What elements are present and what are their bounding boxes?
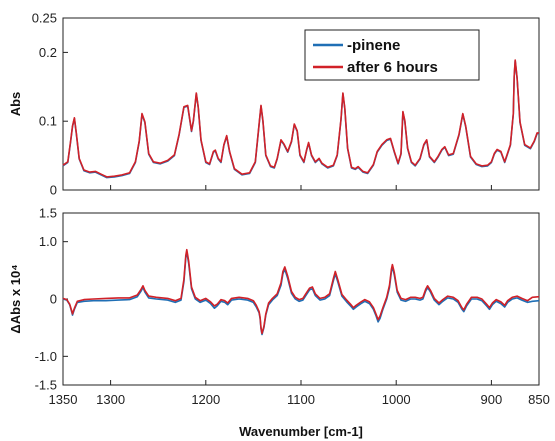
bottom-y-tick-label: 0 [50, 292, 57, 307]
bottom-y-tick-label: 1.0 [39, 234, 57, 249]
x-tick-label: 1350 [49, 392, 78, 407]
bottom-y-tick-label: -1.0 [35, 349, 57, 364]
bottom-y-tick-label: 1.5 [39, 206, 57, 221]
bottom-x-ticks: 1350 1300 1200 1100 1000 900 850 [49, 380, 550, 407]
bottom-y-tick-label: -1.5 [35, 378, 57, 393]
top-series-line-after-6-hours [62, 59, 539, 178]
bottom-series-line-after-6-hours [62, 248, 540, 335]
bottom-series-line-pinene [62, 251, 540, 336]
x-tick-label: 900 [481, 392, 503, 407]
x-tick-label: 1300 [96, 392, 125, 407]
top-y-tick-label: 0.25 [32, 11, 57, 26]
top-x-ticks [62, 185, 540, 190]
top-series-lines [62, 59, 539, 179]
top-y-tick-label: 0 [50, 183, 57, 198]
x-tick-label: 1100 [287, 392, 315, 407]
top-y-tick-label: 0.2 [39, 45, 57, 60]
bottom-y-axis-title: ΔAbs x 10⁴ [8, 264, 23, 333]
top-panel: 0 0.1 0.2 0.25 Abs -pinene after 6 hours [8, 11, 540, 198]
x-tick-label: 1200 [191, 392, 220, 407]
bottom-panel: -1.5 -1.0 0 1.0 1.5 1350 1300 1200 1100 1000 900 8… [8, 206, 550, 440]
bottom-series-lines [62, 248, 540, 336]
legend: -pinene after 6 hours [304, 29, 480, 81]
top-y-ticks: 0 0.1 0.2 0.25 [32, 11, 68, 198]
x-axis-title: Wavenumber [cm-1] [239, 424, 363, 439]
legend-box [304, 29, 480, 81]
top-y-tick-label: 0.1 [39, 114, 57, 129]
top-y-axis-title: Abs [8, 92, 23, 117]
legend-label-pinene: -pinene [347, 37, 400, 54]
x-tick-label: 850 [528, 392, 550, 407]
bottom-y-ticks: -1.5 -1.0 0 1.0 1.5 [35, 206, 68, 393]
legend-label-after-6-hours: after 6 hours [347, 59, 438, 76]
x-tick-label: 1000 [382, 392, 411, 407]
